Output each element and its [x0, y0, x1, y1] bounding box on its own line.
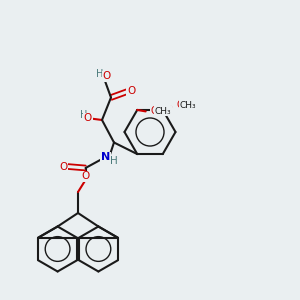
Text: H: H	[110, 155, 118, 166]
Text: O: O	[84, 113, 92, 123]
Text: CH₃: CH₃	[154, 107, 171, 116]
Text: H: H	[96, 69, 103, 79]
Text: O: O	[127, 86, 135, 96]
Text: O: O	[176, 100, 184, 110]
Text: O: O	[82, 171, 90, 182]
Text: H: H	[80, 110, 87, 121]
Text: O: O	[59, 161, 67, 172]
Text: O: O	[151, 106, 158, 116]
Text: N: N	[101, 152, 110, 163]
Text: O: O	[102, 71, 111, 81]
Text: CH₃: CH₃	[180, 101, 196, 110]
